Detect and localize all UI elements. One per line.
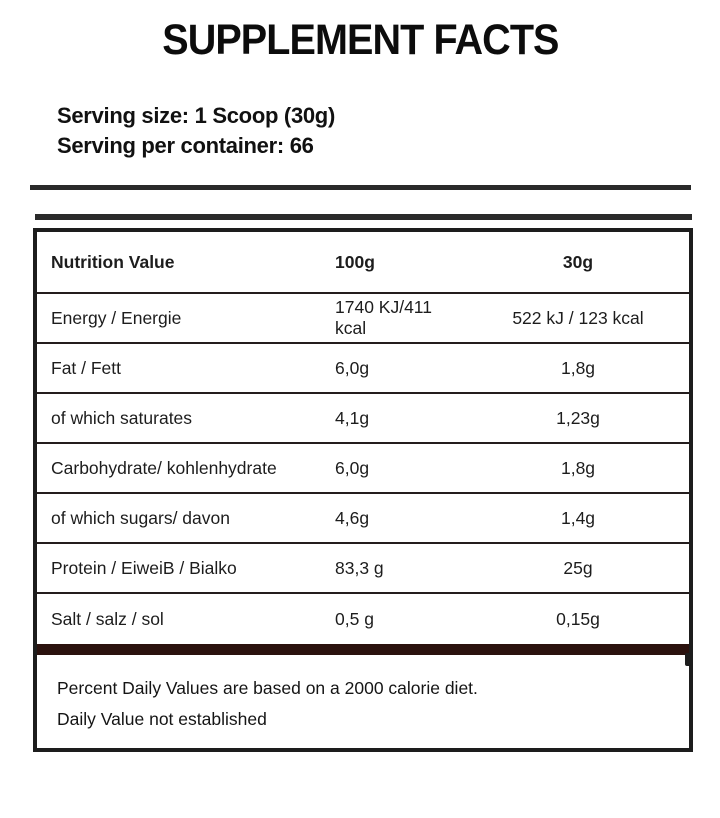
value-per-100g: 1740 KJ/411 kcal xyxy=(335,297,432,338)
footnote-line-2: Daily Value not established xyxy=(57,709,267,729)
value-per-100g: 6,0g xyxy=(335,357,370,378)
value-per-100g: 4,1g xyxy=(335,407,370,428)
table-row-energy: Energy / Energie 1740 KJ/411 kcal 522 kJ… xyxy=(37,294,689,344)
table-row-protein: Protein / EiweiB / Bialko 83,3 g 25g xyxy=(37,544,689,594)
table-row-carbohydrate: Carbohydrate/ kohlenhydrate 6,0g 1,8g xyxy=(37,444,689,494)
nutrient-label: of which saturates xyxy=(51,407,193,428)
nutrient-label: Fat / Fett xyxy=(51,357,122,378)
table-row-saturates: of which saturates 4,1g 1,23g xyxy=(37,394,689,444)
header-col-100g: 100g xyxy=(335,251,375,272)
footnote-section: Percent Daily Values are based on a 2000… xyxy=(37,655,689,748)
value-per-100g: 0,5 g xyxy=(335,608,374,629)
facts-table: Nutrition Value 100g 30g Energy / Energi… xyxy=(33,228,693,752)
supplement-facts-title: SUPPLEMENT FACTS xyxy=(161,16,559,64)
nutrient-label: Salt / salz / sol xyxy=(51,608,164,629)
value-per-30g: 25g xyxy=(563,557,593,578)
table-row-fat: Fat / Fett 6,0g 1,8g xyxy=(37,344,689,394)
nutrient-label: Protein / EiweiB / Bialko xyxy=(51,557,237,578)
value-per-30g: 522 kJ / 123 kcal xyxy=(512,307,644,328)
table-row-salt: Salt / salz / sol 0,5 g 0,15g xyxy=(37,594,689,644)
top-rule-1 xyxy=(30,185,691,190)
value-per-30g: 1,8g xyxy=(560,457,596,478)
nutrient-label: of which sugars/ davon xyxy=(51,507,230,528)
header-nutrition-value: Nutrition Value xyxy=(51,251,175,272)
value-per-100g: 4,6g xyxy=(335,507,370,528)
serving-size-line: Serving size: 1 Scoop (30g) xyxy=(57,103,335,128)
nutrient-label: Carbohydrate/ kohlenhydrate xyxy=(51,457,277,478)
header-col-30g: 30g xyxy=(562,251,594,272)
table-row-sugars: of which sugars/ davon 4,6g 1,4g xyxy=(37,494,689,544)
servings-per-container-line: Serving per container: 66 xyxy=(57,133,314,158)
table-header-row: Nutrition Value 100g 30g xyxy=(37,232,689,294)
value-per-100g: 6,0g xyxy=(335,457,370,478)
serving-info: Serving size: 1 Scoop (30g) Serving per … xyxy=(57,101,720,161)
value-per-30g: 1,4g xyxy=(560,507,596,528)
value-per-30g: 1,23g xyxy=(556,407,600,428)
title-row: SUPPLEMENT FACTS xyxy=(0,0,720,65)
value-per-30g: 0,15g xyxy=(556,608,600,629)
divider-bar xyxy=(37,644,689,655)
border-notch xyxy=(685,653,691,666)
value-per-30g: 1,8g xyxy=(560,357,596,378)
top-rule-2 xyxy=(35,214,692,220)
footnote-line-1: Percent Daily Values are based on a 2000… xyxy=(57,678,478,698)
value-per-100g: 83,3 g xyxy=(335,557,384,578)
nutrient-label: Energy / Energie xyxy=(51,307,182,328)
